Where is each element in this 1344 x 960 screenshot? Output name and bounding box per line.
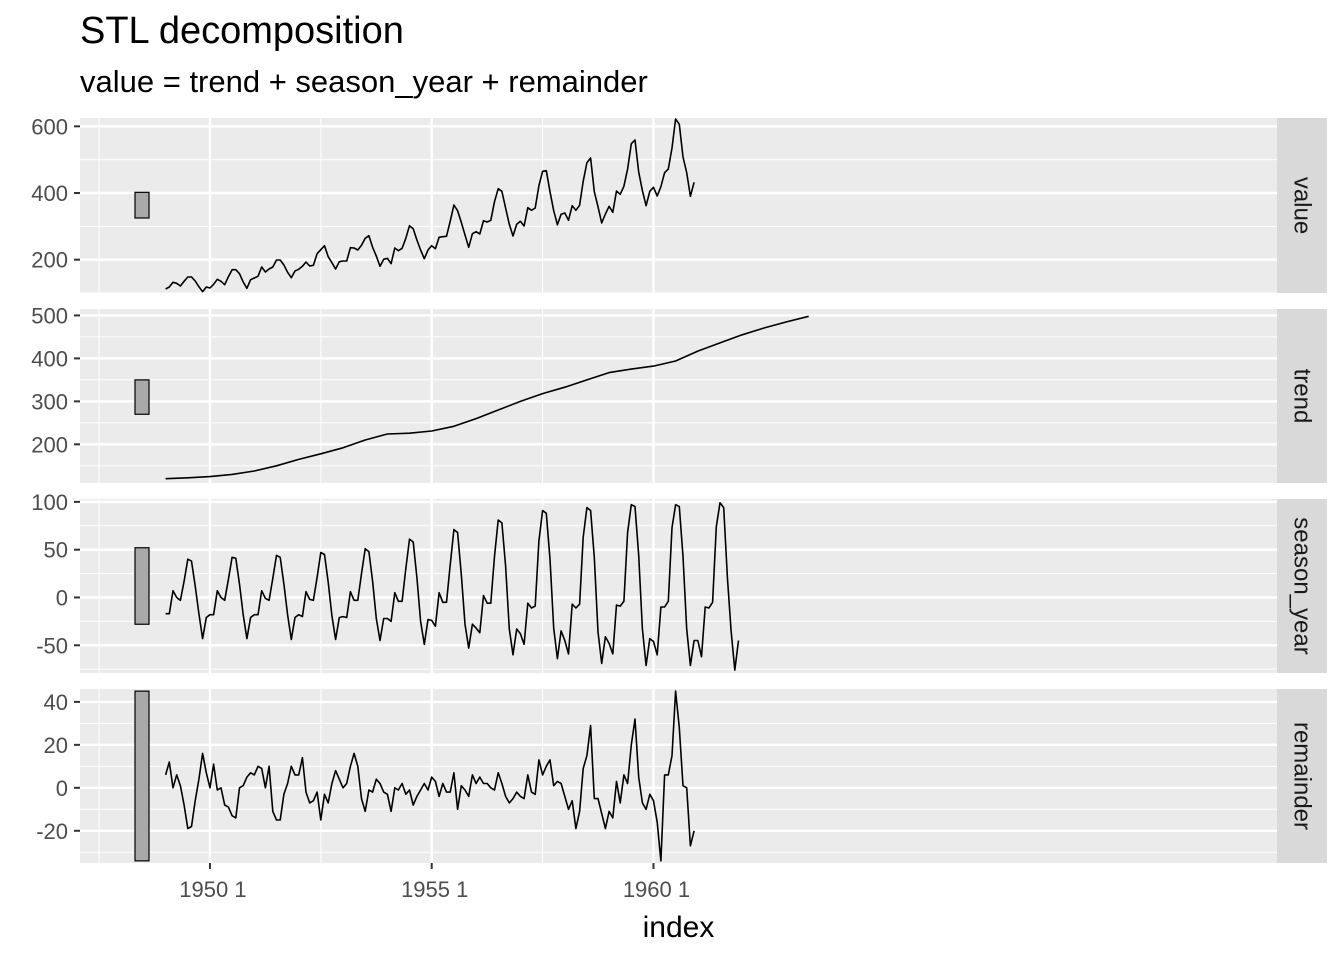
facet-season_year: -50 0 50 100 season_year (31, 490, 1327, 673)
panel-background (80, 118, 1277, 293)
facet-strip (1277, 118, 1327, 293)
panel-background (80, 499, 1277, 673)
facet-label: value (1289, 177, 1316, 234)
y-tick-label: 20 (44, 733, 68, 758)
chart-title: STL decomposition (80, 10, 404, 52)
x-axis-title: index (643, 911, 715, 944)
range-bar (134, 690, 150, 862)
facet-remainder: -20 0 20 40 remainder (36, 689, 1327, 863)
y-tick-label: 500 (31, 303, 68, 328)
facet-label: season_year (1289, 517, 1316, 654)
panel-background (80, 309, 1277, 483)
y-tick-label: 400 (31, 346, 68, 371)
y-tick-label: -20 (36, 819, 68, 844)
y-tick-label: 100 (31, 490, 68, 515)
facet-trend: 200 300 400 500 trend (31, 303, 1327, 483)
facet-strip (1277, 689, 1327, 863)
series-line-remainder (164, 690, 695, 862)
series-line-trend (165, 315, 809, 480)
y-tick-label: 600 (31, 114, 68, 139)
y-tick-label: 400 (31, 181, 68, 206)
y-tick-label: 50 (44, 538, 68, 563)
x-tick-label: 1950 1 (179, 877, 246, 902)
x-tick-label: 1955 1 (401, 877, 468, 902)
range-bar (134, 191, 150, 219)
facet-label: remainder (1289, 722, 1316, 830)
range-bar (134, 547, 150, 625)
y-tick-label: 0 (56, 585, 68, 610)
x-tick-label: 1960 1 (623, 877, 690, 902)
series-line-season_year (165, 502, 740, 671)
y-tick-label: 40 (44, 690, 68, 715)
y-tick-label: 200 (31, 248, 68, 273)
range-bar (134, 379, 150, 415)
facet-strip (1277, 499, 1327, 673)
facet-strip (1277, 309, 1327, 483)
chart-subtitle: value = trend + season_year + remainder (80, 64, 648, 99)
series-line-value (165, 118, 695, 293)
facet-value: 200 400 600 value (31, 114, 1327, 294)
y-tick-label: 300 (31, 389, 68, 414)
y-tick-label: 200 (31, 432, 68, 457)
y-tick-label: -50 (36, 633, 68, 658)
facet-label: trend (1289, 369, 1316, 424)
y-tick-label: 0 (56, 776, 68, 801)
